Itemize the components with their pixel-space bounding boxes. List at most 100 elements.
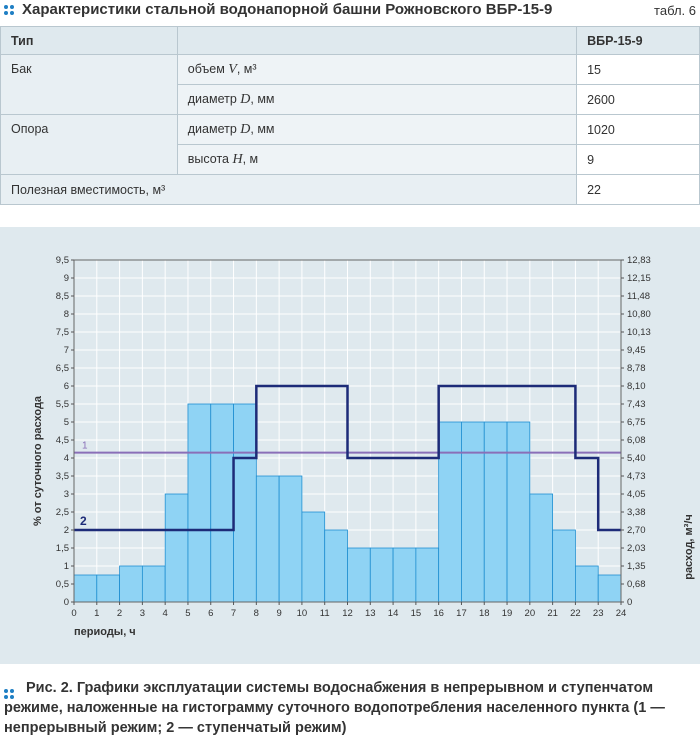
y-tick-label: 6,5: [56, 363, 69, 374]
x-tick-label: 6: [208, 608, 213, 619]
y-tick-label: 9: [64, 273, 69, 284]
x-tick-label: 2: [117, 608, 122, 619]
y-tick-label: 3,5: [56, 471, 69, 482]
y-tick-label: 1: [64, 561, 69, 572]
dots-icon: [4, 689, 16, 701]
table-total-row: Полезная вместимость, м³ 22: [0, 174, 700, 205]
y2-tick-label: 6,75: [627, 417, 646, 428]
histogram-bar: [301, 511, 326, 603]
y2-tick-label: 10,80: [627, 309, 651, 320]
x-tick-label: 19: [502, 608, 513, 619]
x-tick-label: 3: [140, 608, 145, 619]
x-tick-label: 7: [231, 608, 236, 619]
value-cell: 1020: [576, 114, 700, 145]
table-row: Опора диаметр D, мм 1020: [0, 114, 700, 175]
col-type-header: Тип: [0, 26, 178, 55]
y2-tick-label: 8,78: [627, 363, 646, 374]
y-tick-label: 1,5: [56, 543, 69, 554]
x-tick-label: 15: [411, 608, 422, 619]
histogram-bar: [73, 574, 98, 603]
histogram-bar: [483, 421, 508, 603]
y2-axis-label: расход, м³/ч: [683, 514, 695, 580]
y-axis-label: % от суточного расхода: [32, 395, 44, 526]
y2-tick-label: 10,13: [627, 327, 651, 338]
histogram-bar: [461, 421, 485, 603]
y2-tick-label: 1,35: [627, 561, 646, 572]
x-tick-label: 22: [570, 608, 581, 619]
x-tick-label: 23: [593, 608, 604, 619]
x-tick-label: 18: [479, 608, 490, 619]
y-tick-label: 8: [64, 309, 69, 320]
table-header: Характеристики стальной водонапорной баш…: [0, 0, 700, 22]
total-value: 22: [576, 174, 700, 205]
x-tick-label: 14: [388, 608, 399, 619]
x-tick-label: 11: [320, 608, 330, 619]
histogram-bar: [438, 421, 462, 603]
histogram-bar: [347, 547, 371, 603]
histogram-bar: [529, 493, 554, 603]
y2-tick-label: 11,48: [627, 291, 650, 302]
y-tick-label: 9,5: [56, 255, 69, 266]
y2-tick-label: 2,03: [627, 543, 646, 554]
y2-tick-label: 7,43: [627, 399, 646, 410]
y-tick-label: 2: [64, 525, 69, 536]
x-tick-label: 17: [456, 608, 467, 619]
series-label-1: 1: [82, 441, 88, 452]
x-tick-label: 16: [433, 608, 444, 619]
histogram-bar: [233, 403, 257, 603]
total-label: Полезная вместимость, м³: [0, 174, 578, 205]
col-param-header: [176, 26, 578, 55]
histogram-bar: [141, 565, 166, 603]
histogram-bar: [119, 565, 143, 603]
y2-tick-label: 4,05: [627, 489, 646, 500]
y-tick-label: 4: [64, 453, 69, 464]
y2-tick-label: 8,10: [627, 381, 646, 392]
histogram-bar: [324, 529, 348, 603]
x-tick-label: 8: [254, 608, 259, 619]
histogram-bar: [255, 475, 280, 603]
x-tick-label: 9: [276, 608, 281, 619]
x-axis-label: периоды, ч: [74, 626, 136, 638]
y-tick-label: 0: [64, 597, 69, 608]
y2-tick-label: 6,08: [627, 435, 646, 446]
y2-tick-label: 0,68: [627, 579, 646, 590]
table-title: Характеристики стальной водонапорной баш…: [22, 1, 553, 18]
table-row: диаметр D, мм 2600: [1, 84, 700, 115]
value-cell: 9: [576, 144, 700, 175]
param-cell: объем V, м³: [176, 54, 578, 85]
histogram-bar: [164, 493, 189, 603]
x-tick-label: 4: [163, 608, 168, 619]
group-tank: Бак: [0, 54, 178, 115]
x-tick-label: 24: [616, 608, 627, 619]
y2-tick-label: 12,83: [627, 255, 651, 266]
table-row: Бак объем V, м³ 15: [0, 54, 700, 115]
value-cell: 15: [576, 54, 700, 85]
x-tick-label: 5: [185, 608, 190, 619]
dots-icon: [4, 5, 16, 17]
y-tick-label: 6: [64, 381, 69, 392]
table-row: высота H, м 9: [1, 144, 700, 175]
group-support: Опора: [0, 114, 178, 175]
y-tick-label: 8,5: [56, 291, 69, 302]
table-number: табл. 6: [654, 3, 696, 18]
x-tick-label: 20: [525, 608, 536, 619]
y2-tick-label: 12,15: [627, 273, 651, 284]
y-tick-label: 7: [64, 345, 69, 356]
y-tick-label: 3: [64, 489, 69, 500]
series-label-2: 2: [80, 514, 87, 528]
histogram-bar: [552, 529, 576, 603]
value-cell: 2600: [576, 84, 700, 115]
histogram-bar: [575, 565, 599, 603]
x-tick-label: 21: [547, 608, 558, 619]
histogram-bar: [415, 547, 440, 603]
figure-caption: Рис. 2. Графики эксплуатации системы вод…: [4, 680, 665, 736]
x-tick-label: 0: [71, 608, 76, 619]
histogram-bar: [506, 421, 531, 603]
x-tick-label: 13: [365, 608, 376, 619]
spec-table: Тип ВБР-15-9 Бак объем V, м³ 15 диаметр …: [0, 26, 700, 205]
consumption-chart: 1200,511,522,533,544,555,566,577,588,599…: [32, 255, 695, 638]
y-tick-label: 5,5: [56, 399, 69, 410]
histogram-bar: [597, 574, 622, 603]
x-tick-label: 1: [94, 608, 99, 619]
x-tick-label: 12: [342, 608, 353, 619]
